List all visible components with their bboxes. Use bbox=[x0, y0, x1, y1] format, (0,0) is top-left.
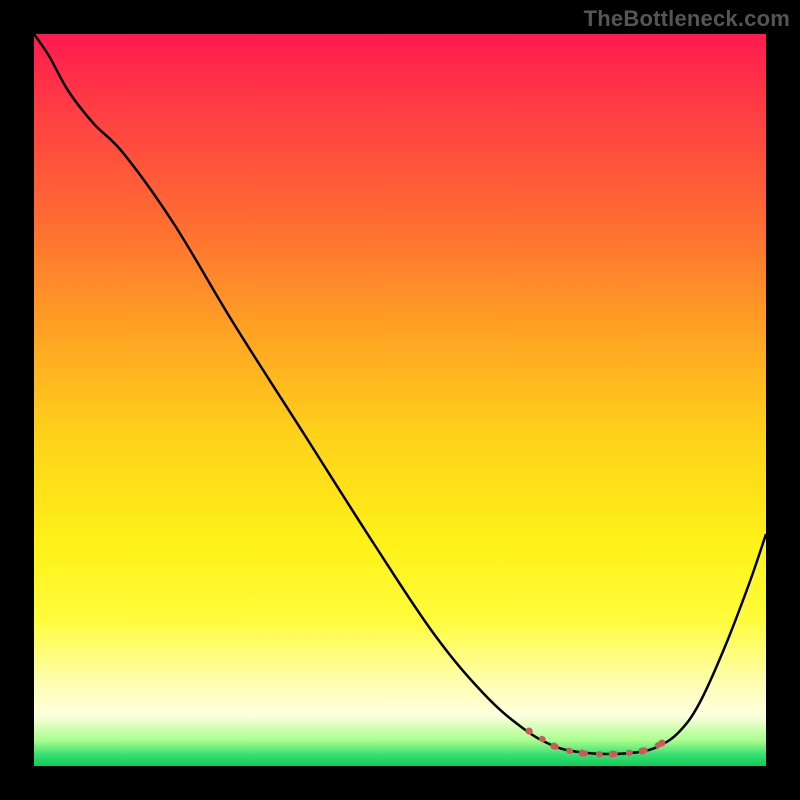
chart-frame: TheBottleneck.com bbox=[0, 0, 800, 800]
plot-area bbox=[34, 34, 766, 766]
watermark-text: TheBottleneck.com bbox=[584, 6, 790, 32]
gradient-background bbox=[34, 34, 766, 766]
chart-svg bbox=[34, 34, 766, 766]
